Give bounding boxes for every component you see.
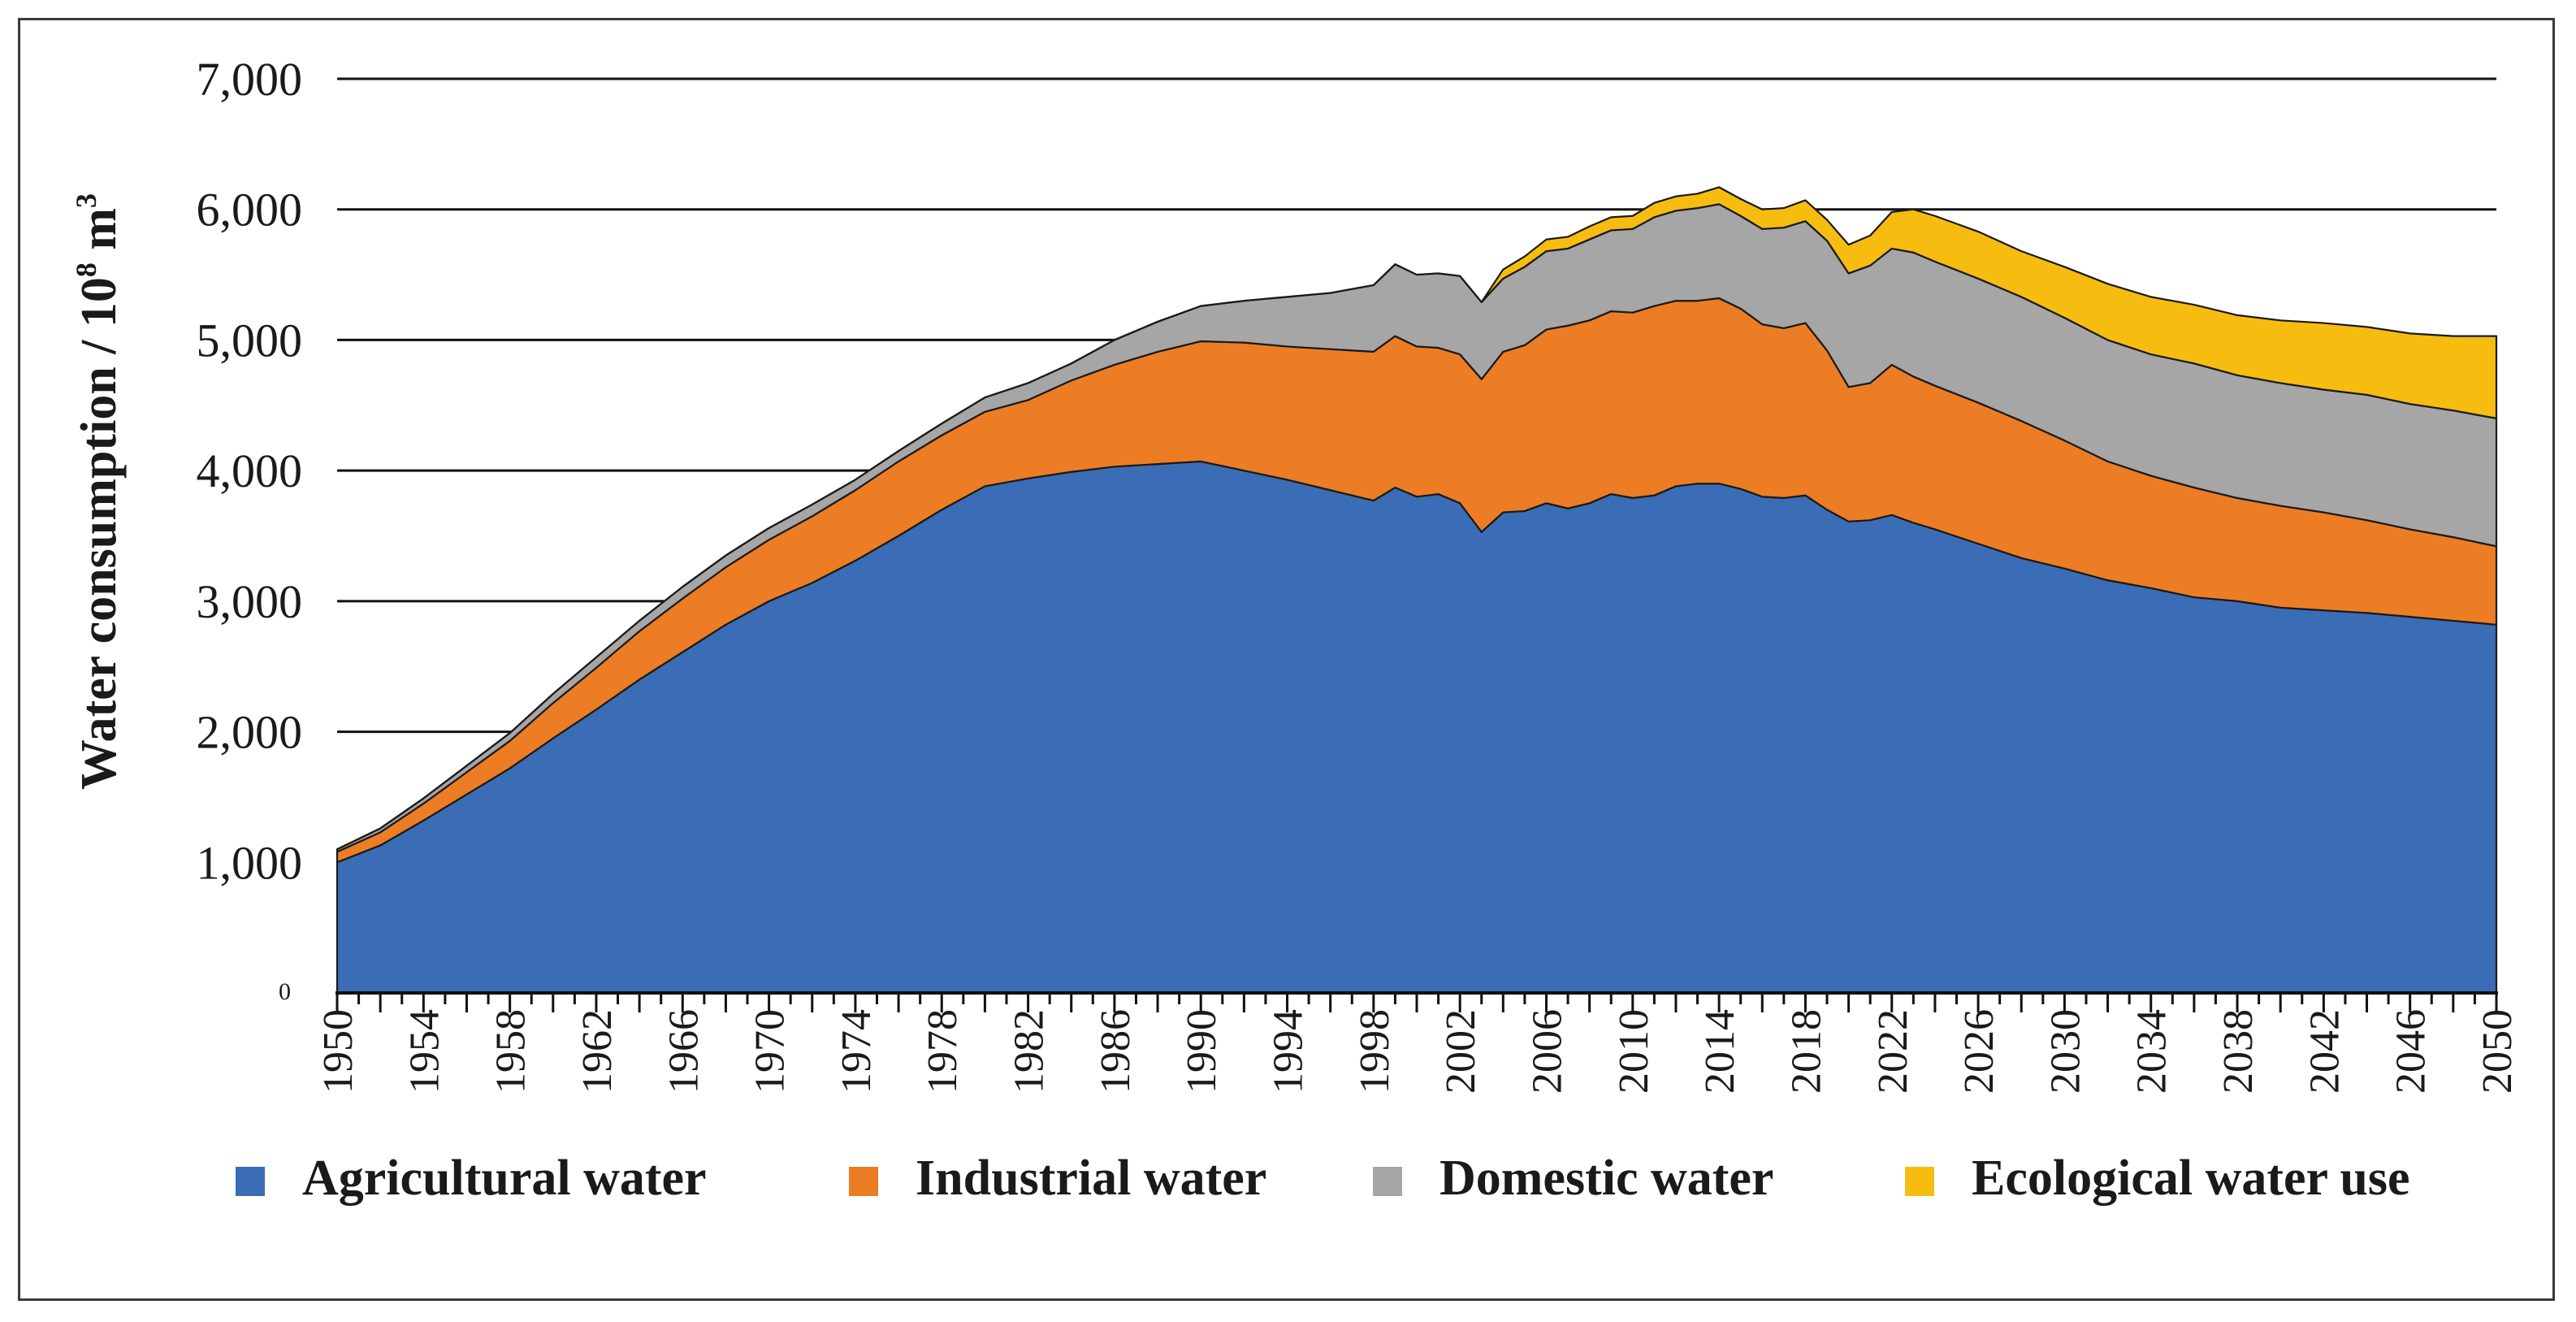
x-tick-label: 2034 [2129,1009,2176,1094]
x-tick-labels: 1950 1954 1958 1962 1966 1970 1974 1978 1982 1986… [315,1009,2521,1094]
legend-item-industrial-water: Industrial water [849,1151,1266,1206]
y-tick-label: 1,000 [197,836,303,889]
data-areas [336,186,2498,995]
legend-label: Domestic water [1440,1151,1773,1206]
x-tick-label: 1998 [1352,1009,1398,1094]
legend-label: Industrial water [916,1151,1266,1206]
x-tick-label: 1950 [315,1009,362,1094]
x-tick-label: 1958 [488,1009,535,1094]
x-tick-label: 1990 [1179,1009,1225,1094]
legend-swatch [1905,1167,1934,1196]
legend-item-ecological-water-use: Ecological water use [1905,1151,2410,1206]
legend-item-agricultural-water: Agricultural water [236,1151,707,1206]
y-axis-title: Water consumption / 108 m3 [70,193,127,790]
x-tick-label: 1994 [1266,1009,1312,1094]
x-tick-label: 2046 [2388,1009,2435,1094]
legend-swatch [236,1167,265,1196]
x-tick-label: 2050 [2474,1009,2521,1094]
y-tick-label: 7,000 [197,53,303,106]
legend-label: Ecological water use [1972,1151,2410,1206]
x-tick-label: 2010 [1611,1009,1657,1094]
x-tick-label: 1970 [747,1009,794,1094]
x-tick-label: 2030 [2042,1009,2089,1094]
x-tick-label: 1962 [574,1009,621,1094]
x-tick-label: 2026 [1956,1009,2002,1094]
x-tick-label: 2014 [1697,1009,1743,1094]
axes [336,991,2498,1012]
y-tick-label: 2,000 [197,706,303,759]
x-tick-label: 2006 [1524,1009,1570,1094]
x-tick-label: 1982 [1007,1009,1053,1094]
y-tick-labels: 0 1,000 2,000 3,000 4,000 5,000 6,000 7,000 [197,53,303,1005]
legend: Agricultural water Industrial water Domest… [236,1151,2410,1206]
x-tick-label: 1974 [833,1009,880,1094]
legend-item-domestic-water: Domestic water [1373,1151,1773,1206]
x-tick-label: 1986 [1093,1009,1139,1094]
legend-swatch [849,1167,878,1196]
x-tick-label: 2022 [1870,1009,1916,1094]
legend-swatch [1373,1167,1402,1196]
x-tick-label: 1954 [401,1009,448,1094]
y-tick-label: 5,000 [197,314,303,366]
area-ecological-water-use [336,186,2498,851]
x-tick-label: 2042 [2301,1009,2348,1094]
y-tick-label: 6,000 [197,184,303,236]
x-tick-label: 2038 [2215,1009,2262,1094]
x-tick-label: 1966 [660,1009,707,1094]
x-tick-label: 2002 [1438,1009,1484,1094]
legend-label: Agricultural water [302,1151,707,1206]
y-tick-label: 3,000 [197,575,303,628]
y-tick-label: 0 [279,978,291,1005]
y-tick-label: 4,000 [197,444,303,497]
x-tick-label: 2018 [1783,1009,1829,1094]
x-tick-label: 1978 [920,1009,966,1094]
